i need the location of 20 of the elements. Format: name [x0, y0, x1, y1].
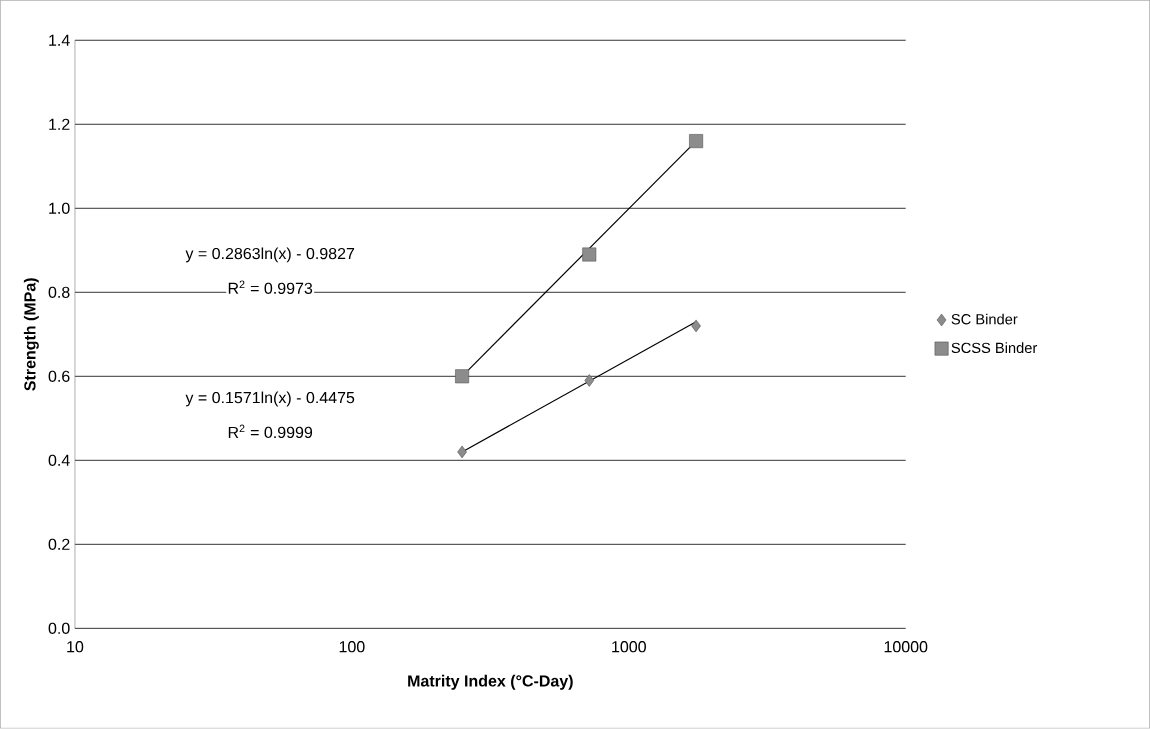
- y-tick-label: 1.0: [49, 202, 70, 215]
- x-tick-label: 100: [339, 641, 365, 653]
- legend-label: SCSS Binder: [951, 342, 1038, 354]
- x-tick-label: 10000: [884, 641, 928, 653]
- annotation: R$^{2}$ = 0.9973: [228, 280, 313, 295]
- y-tick-label: 1.4: [49, 34, 70, 46]
- y-tick-label: 0.4: [48, 454, 70, 467]
- legend-label: SC Binder: [951, 313, 1018, 325]
- y-tick-label: 1.2: [49, 118, 70, 131]
- y-tick-label: 0.0: [48, 622, 70, 635]
- y-tick-label: 0.6: [48, 370, 70, 383]
- y-tick-label: 0.8: [48, 286, 70, 299]
- annotation: R$^{2}$ = 0.9999: [228, 424, 313, 439]
- y-tick-label: 0.2: [48, 538, 70, 551]
- annotation: y = 0.2863ln(x) - 0.9827: [185, 247, 355, 263]
- y-axis-title: Strength (MPa): [23, 278, 39, 391]
- x-tick-label: 1000: [612, 641, 646, 653]
- x-axis-title: Matrity Index (°C-Day): [408, 675, 573, 690]
- x-tick-label: 10: [67, 641, 84, 653]
- annotation: y = 0.1571ln(x) - 0.4475: [185, 391, 355, 407]
